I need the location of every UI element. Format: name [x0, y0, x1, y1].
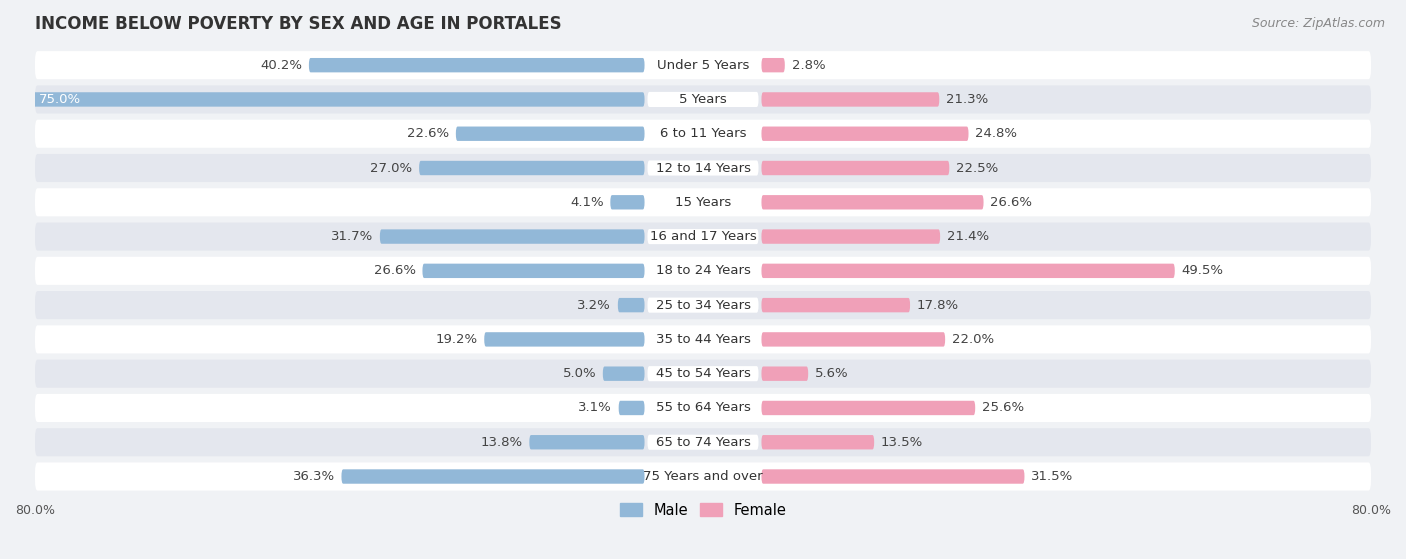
- Text: 17.8%: 17.8%: [917, 299, 959, 311]
- FancyBboxPatch shape: [648, 58, 758, 73]
- FancyBboxPatch shape: [648, 332, 758, 347]
- Text: 13.5%: 13.5%: [880, 436, 924, 449]
- FancyBboxPatch shape: [484, 332, 644, 347]
- FancyBboxPatch shape: [35, 359, 1371, 388]
- FancyBboxPatch shape: [648, 400, 758, 415]
- Text: 27.0%: 27.0%: [370, 162, 412, 174]
- Text: 5 Years: 5 Years: [679, 93, 727, 106]
- FancyBboxPatch shape: [648, 297, 758, 312]
- FancyBboxPatch shape: [619, 401, 644, 415]
- Text: 16 and 17 Years: 16 and 17 Years: [650, 230, 756, 243]
- FancyBboxPatch shape: [648, 435, 758, 450]
- Text: 26.6%: 26.6%: [990, 196, 1032, 209]
- FancyBboxPatch shape: [18, 92, 644, 107]
- FancyBboxPatch shape: [35, 257, 1371, 285]
- Text: 55 to 64 Years: 55 to 64 Years: [655, 401, 751, 414]
- FancyBboxPatch shape: [648, 195, 758, 210]
- Text: 13.8%: 13.8%: [481, 436, 523, 449]
- Text: 2.8%: 2.8%: [792, 59, 825, 72]
- FancyBboxPatch shape: [762, 126, 969, 141]
- Text: 25.6%: 25.6%: [981, 401, 1024, 414]
- Text: 3.1%: 3.1%: [578, 401, 612, 414]
- FancyBboxPatch shape: [762, 161, 949, 175]
- FancyBboxPatch shape: [610, 195, 644, 210]
- FancyBboxPatch shape: [529, 435, 644, 449]
- FancyBboxPatch shape: [342, 470, 644, 484]
- FancyBboxPatch shape: [35, 51, 1371, 79]
- FancyBboxPatch shape: [762, 298, 910, 312]
- FancyBboxPatch shape: [456, 126, 644, 141]
- Text: 49.5%: 49.5%: [1181, 264, 1223, 277]
- FancyBboxPatch shape: [603, 367, 644, 381]
- FancyBboxPatch shape: [309, 58, 644, 72]
- FancyBboxPatch shape: [35, 222, 1371, 250]
- Text: 31.7%: 31.7%: [330, 230, 373, 243]
- Legend: Male, Female: Male, Female: [614, 497, 792, 523]
- FancyBboxPatch shape: [422, 264, 644, 278]
- FancyBboxPatch shape: [35, 325, 1371, 353]
- Text: Source: ZipAtlas.com: Source: ZipAtlas.com: [1251, 17, 1385, 30]
- Text: 5.6%: 5.6%: [815, 367, 848, 380]
- Text: 12 to 14 Years: 12 to 14 Years: [655, 162, 751, 174]
- Text: 22.6%: 22.6%: [406, 127, 449, 140]
- Text: 3.2%: 3.2%: [578, 299, 612, 311]
- FancyBboxPatch shape: [762, 264, 1175, 278]
- Text: 21.4%: 21.4%: [946, 230, 988, 243]
- FancyBboxPatch shape: [35, 462, 1371, 491]
- FancyBboxPatch shape: [762, 92, 939, 107]
- FancyBboxPatch shape: [35, 86, 1371, 113]
- Text: 40.2%: 40.2%: [260, 59, 302, 72]
- FancyBboxPatch shape: [762, 367, 808, 381]
- Text: 25 to 34 Years: 25 to 34 Years: [655, 299, 751, 311]
- FancyBboxPatch shape: [35, 428, 1371, 456]
- Text: 18 to 24 Years: 18 to 24 Years: [655, 264, 751, 277]
- FancyBboxPatch shape: [419, 161, 644, 175]
- FancyBboxPatch shape: [762, 435, 875, 449]
- FancyBboxPatch shape: [762, 470, 1025, 484]
- Text: 65 to 74 Years: 65 to 74 Years: [655, 436, 751, 449]
- FancyBboxPatch shape: [762, 58, 785, 72]
- FancyBboxPatch shape: [762, 195, 984, 210]
- FancyBboxPatch shape: [648, 229, 758, 244]
- FancyBboxPatch shape: [648, 366, 758, 381]
- FancyBboxPatch shape: [35, 394, 1371, 422]
- Text: 35 to 44 Years: 35 to 44 Years: [655, 333, 751, 346]
- Text: INCOME BELOW POVERTY BY SEX AND AGE IN PORTALES: INCOME BELOW POVERTY BY SEX AND AGE IN P…: [35, 15, 561, 33]
- FancyBboxPatch shape: [762, 332, 945, 347]
- Text: 6 to 11 Years: 6 to 11 Years: [659, 127, 747, 140]
- Text: 24.8%: 24.8%: [976, 127, 1017, 140]
- Text: 15 Years: 15 Years: [675, 196, 731, 209]
- Text: 22.5%: 22.5%: [956, 162, 998, 174]
- Text: 36.3%: 36.3%: [292, 470, 335, 483]
- FancyBboxPatch shape: [380, 229, 644, 244]
- FancyBboxPatch shape: [648, 92, 758, 107]
- Text: Under 5 Years: Under 5 Years: [657, 59, 749, 72]
- Text: 5.0%: 5.0%: [562, 367, 596, 380]
- Text: 31.5%: 31.5%: [1031, 470, 1073, 483]
- FancyBboxPatch shape: [648, 469, 758, 484]
- Text: 75.0%: 75.0%: [39, 93, 82, 106]
- FancyBboxPatch shape: [648, 263, 758, 278]
- Text: 75 Years and over: 75 Years and over: [643, 470, 763, 483]
- FancyBboxPatch shape: [35, 120, 1371, 148]
- Text: 4.1%: 4.1%: [569, 196, 603, 209]
- FancyBboxPatch shape: [762, 401, 976, 415]
- Text: 45 to 54 Years: 45 to 54 Years: [655, 367, 751, 380]
- Text: 22.0%: 22.0%: [952, 333, 994, 346]
- FancyBboxPatch shape: [35, 291, 1371, 319]
- FancyBboxPatch shape: [762, 229, 941, 244]
- FancyBboxPatch shape: [648, 126, 758, 141]
- FancyBboxPatch shape: [617, 298, 644, 312]
- FancyBboxPatch shape: [648, 160, 758, 176]
- FancyBboxPatch shape: [35, 188, 1371, 216]
- Text: 26.6%: 26.6%: [374, 264, 416, 277]
- FancyBboxPatch shape: [35, 154, 1371, 182]
- Text: 21.3%: 21.3%: [946, 93, 988, 106]
- Text: 19.2%: 19.2%: [436, 333, 478, 346]
